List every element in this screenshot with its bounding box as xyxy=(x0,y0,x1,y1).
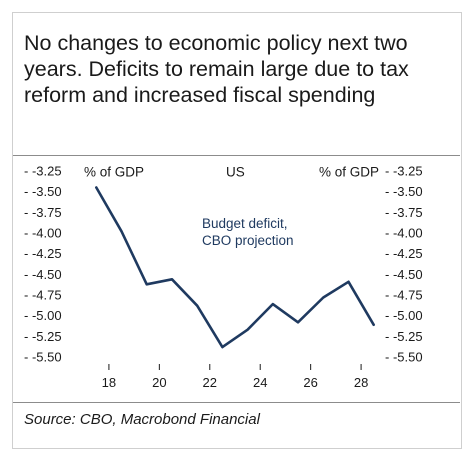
y-tick-label-right: - -5.25 xyxy=(385,329,423,344)
left-axis-unit: % of GDP xyxy=(84,165,144,180)
top-divider xyxy=(13,155,460,156)
x-tick-label: 28 xyxy=(354,375,368,390)
x-tick-label: 20 xyxy=(152,375,166,390)
y-tick-label-left: - -4.75 xyxy=(24,288,62,303)
y-tick-label-left: - -5.25 xyxy=(24,329,62,344)
y-tick-label-left: - -3.75 xyxy=(24,205,62,220)
y-tick-label-right: - -3.50 xyxy=(385,184,423,199)
y-tick-label-right: - -4.00 xyxy=(385,226,423,241)
y-tick-label-left: - -5.00 xyxy=(24,308,62,323)
series-line-budget-deficit xyxy=(95,186,376,349)
x-tick-label: 22 xyxy=(203,375,217,390)
region-label: US xyxy=(226,165,245,180)
series-annotation: Budget deficit, xyxy=(202,216,288,231)
y-tick-label-right: - -5.00 xyxy=(385,308,423,323)
y-tick-label-left: - -3.50 xyxy=(24,184,62,199)
bottom-divider xyxy=(13,402,460,403)
chart-title: No changes to economic policy next two y… xyxy=(24,31,409,107)
source-note: Source: CBO, Macrobond Financial xyxy=(24,411,260,428)
y-tick-label-left: - -4.50 xyxy=(24,267,62,282)
chart-frame xyxy=(12,12,462,449)
y-tick-label-left: - -5.50 xyxy=(24,350,62,365)
y-tick-label-left: - -4.25 xyxy=(24,246,62,261)
x-tick-label: 24 xyxy=(253,375,267,390)
y-tick-label-right: - -4.25 xyxy=(385,246,423,261)
y-tick-label-right: - -5.50 xyxy=(385,350,423,365)
y-tick-label-right: - -4.75 xyxy=(385,288,423,303)
series-annotation: CBO projection xyxy=(202,233,294,248)
x-tick-label: 18 xyxy=(102,375,116,390)
right-axis-unit: % of GDP xyxy=(319,165,379,180)
x-tick-label: 26 xyxy=(303,375,317,390)
y-tick-label-left: - -3.25 xyxy=(24,164,62,179)
y-tick-label-right: - -4.50 xyxy=(385,267,423,282)
y-tick-label-left: - -4.00 xyxy=(24,226,62,241)
y-tick-label-right: - -3.25 xyxy=(385,164,423,179)
y-tick-label-right: - -3.75 xyxy=(385,205,423,220)
